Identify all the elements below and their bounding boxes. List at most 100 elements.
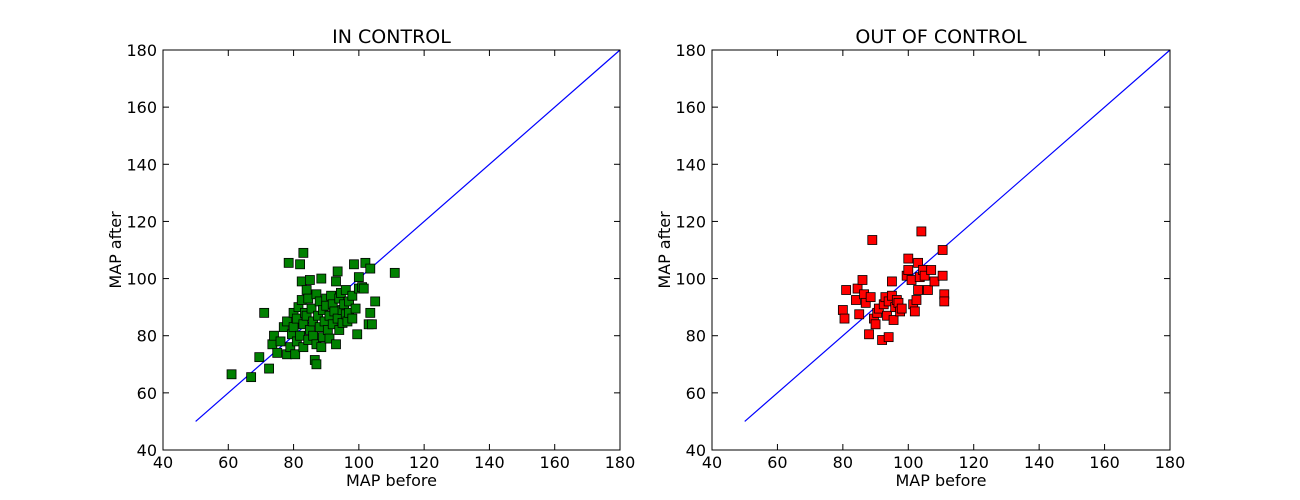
scatter-point [911,295,922,305]
scatter-point [919,270,930,281]
scatter-point [913,285,923,295]
scatter-point [389,267,400,278]
scatter-point [939,296,950,307]
scatter-point [916,226,927,237]
chart-title: IN CONTROL [332,26,451,48]
scatter-point [909,306,920,317]
y-tick-label: 180 [126,41,157,60]
scatter-point [246,372,257,383]
chart-out-of-control: 40 60 80 100 120 140 160 180 40 60 80 100 120 140 160 1… [655,26,1185,490]
chart-in-control: 40 60 80 100 120 140 160 180 40 60 80 100 120 140 160 1… [106,26,635,490]
y-tick-label: 60 [686,384,706,403]
x-tick-label: 60 [767,453,787,472]
x-axis-label: MAP before [896,471,987,490]
scatter-point [903,253,914,264]
scatter-point [350,303,361,314]
scatter-point [887,276,897,287]
scatter-point [365,307,376,318]
x-tick-label: 80 [833,453,853,472]
x-tick-label: 40 [702,453,722,472]
reference-line [195,49,621,422]
scatter-point [347,290,358,301]
x-tick-label: 100 [344,453,375,472]
scatter-point [331,339,341,350]
scatter-point [913,257,923,268]
scatter-point [367,319,377,330]
scatter-point [298,247,309,258]
scatter-point [324,333,335,344]
scatter-point [937,270,948,281]
y-tick-label: 140 [675,155,706,174]
scatter-point [283,257,294,268]
x-tick-label: 140 [1024,453,1055,472]
scatter-point [295,330,306,341]
scatter-point [264,363,274,374]
scatter-point [288,322,299,333]
scatter-point [304,275,315,285]
scatter-point [353,272,364,283]
reference-line [744,49,1171,422]
scatter-point [296,276,307,287]
x-tick-label: 80 [283,453,303,472]
scatter-point [852,283,863,294]
scatter-point [888,315,899,325]
scatter-point [316,342,327,353]
scatter-point [352,329,363,340]
scatter-point [269,330,279,341]
scatter-point [865,292,876,303]
y-axis-label: MAP after [655,211,674,289]
x-tick-label: 120 [409,453,440,472]
scatter-point [349,259,359,270]
scatter-point [864,329,874,340]
y-tick-label: 160 [675,98,706,117]
y-tick-label: 80 [686,327,706,346]
y-tick-label: 80 [137,327,157,346]
scatter-point [860,297,871,308]
y-tick-label: 140 [126,155,157,174]
y-tick-label: 100 [675,270,706,289]
scatter-point [837,305,848,315]
x-tick-label: 180 [1155,453,1186,472]
x-tick-label: 180 [605,453,636,472]
scatter-point [282,316,292,327]
scatter-point [867,235,878,245]
scatter-point [370,296,381,307]
x-tick-label: 160 [539,453,570,472]
scatter-point [290,349,301,360]
scatter-point [331,276,341,287]
scatter-point [259,307,270,318]
scatter-point [275,336,286,347]
scatter-point [854,309,865,320]
scatter-point [857,275,868,285]
scatter-point [254,352,265,363]
scatter-point [906,275,917,285]
y-tick-label: 160 [126,98,157,117]
scatter-point [306,303,317,314]
scatter-point [851,295,861,305]
scatter-point [896,303,907,314]
x-tick-label: 140 [474,453,505,472]
x-axis-label: MAP before [346,471,437,490]
scatter-point [340,285,351,295]
scatter-point [267,339,278,350]
plot-frame [162,49,621,451]
scatter-point [272,347,283,358]
plot-frame [711,49,1171,451]
scatter-point [358,283,369,294]
scatter-point [365,263,376,274]
scatter-point [295,259,306,270]
y-axis-label: MAP after [106,211,125,289]
scatter-point [332,266,343,277]
y-tick-label: 60 [137,384,157,403]
y-tick-label: 120 [126,212,157,231]
scatter-point [926,265,937,275]
scatter-point [303,293,314,304]
scatter-point [347,313,358,324]
scatter-point [903,265,914,275]
scatter-point [226,369,237,380]
scatter-point [308,330,319,341]
scatter-point [883,332,894,343]
y-tick-label: 40 [686,441,706,460]
y-tick-label: 40 [137,441,157,460]
x-tick-label: 120 [958,453,989,472]
